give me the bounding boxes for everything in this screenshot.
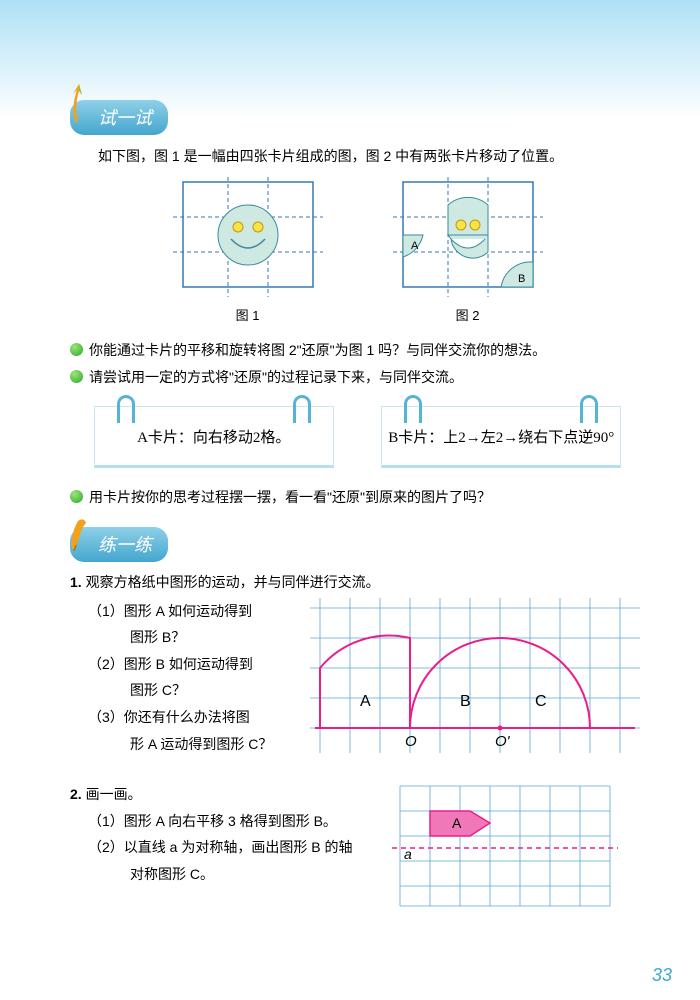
section1-badge: 试一试 [70,100,168,135]
fig2-caption: 图 2 [393,305,543,324]
svg-text:B: B [518,273,525,285]
bullet3-text: 用卡片按你的思考过程摆一摆，看一看"还原"到原来的图片了吗？ [89,486,491,508]
section2-badge: 练一练 [70,527,168,562]
figure-2: A B 图 2 [393,177,543,324]
q1-1: （1）图形 A 如何运动得到 [88,598,290,625]
ex2-diagram: A a [390,781,645,914]
ex2-num: 2. [70,786,86,802]
svg-text:A: A [360,693,371,710]
svg-text:a: a [404,846,412,862]
bullet-1: 你能通过卡片的平移和旋转将图 2"还原"为图 1 吗？与同伴交流你的想法。 [70,339,645,361]
clip-icon [404,395,422,423]
q2-1: （1）图形 A 向右平移 3 格得到图形 B。 [70,808,360,835]
q1-1b: 图形 B？ [88,624,290,651]
ex2-text: 画一画。 [86,786,142,802]
ex1-num: 1. [70,574,86,590]
ex1-diagram: A B C O O' [310,598,645,758]
note-card-a: A卡片：向右移动2格。 [94,406,334,468]
green-dot-icon [70,370,83,383]
svg-text:O': O' [495,733,511,750]
q1-3b: 形 A 运动得到图形 C？ [88,731,290,758]
clip-icon [117,395,135,423]
fig1-caption: 图 1 [173,305,323,324]
green-dot-icon [70,343,83,356]
q2-2: （2）以直线 a 为对称轴，画出图形 B 的轴 [70,834,360,861]
note-b-text: B卡片：上2→左2→绕右下点逆90° [388,426,614,447]
svg-text:B: B [460,693,471,710]
svg-text:C: C [535,693,547,710]
section1-header: 试一试 [70,100,645,135]
bullet1-text: 你能通过卡片的平移和旋转将图 2"还原"为图 1 吗？与同伴交流你的想法。 [89,339,546,361]
arrow-up-icon [65,82,93,124]
figures-row: 图 1 A B 图 2 [70,177,645,324]
exercise-2: 2. 画一画。 （1）图形 A 向右平移 3 格得到图形 B。 （2）以直线 a… [70,781,645,914]
section2-header: 练一练 [70,527,645,562]
ex1-text: 观察方格纸中图形的运动，并与同伴进行交流。 [86,574,380,590]
q1-3: （3）你还有什么办法将图 [88,704,290,731]
clip-icon [580,395,598,423]
sec1-intro: 如下图，图 1 是一幅由四张卡片组成的图，图 2 中有两张卡片移动了位置。 [70,145,645,167]
notes-row: A卡片：向右移动2格。 B卡片：上2→左2→绕右下点逆90° [70,406,645,468]
section1-title: 试一试 [98,108,152,128]
bullet2-text: 请尝试用一定的方式将"还原"的过程记录下来，与同伴交流。 [89,366,463,388]
note-card-b: B卡片：上2→左2→绕右下点逆90° [381,406,621,468]
ex1-questions: （1）图形 A 如何运动得到 图形 B？ （2）图形 B 如何运动得到 图形 C… [70,598,290,758]
feather-icon [68,515,92,551]
page-number: 33 [652,965,672,986]
exercise-1: 1. 观察方格纸中图形的运动，并与同伴进行交流。 （1）图形 A 如何运动得到 … [70,572,645,758]
ex2-questions: 2. 画一画。 （1）图形 A 向右平移 3 格得到图形 B。 （2）以直线 a… [70,781,360,914]
bullet-3: 用卡片按你的思考过程摆一摆，看一看"还原"到原来的图片了吗？ [70,486,645,508]
section2-title: 练一练 [98,535,152,555]
clip-icon [293,395,311,423]
note-a-text: A卡片：向右移动2格。 [137,426,290,447]
svg-text:O: O [405,733,417,750]
q1-2b: 图形 C？ [88,677,290,704]
q1-2: （2）图形 B 如何运动得到 [88,651,290,678]
svg-text:A: A [452,815,462,831]
svg-text:A: A [411,240,419,252]
bullet-2: 请尝试用一定的方式将"还原"的过程记录下来，与同伴交流。 [70,366,645,388]
green-dot-icon [70,490,83,503]
figure-1: 图 1 [173,177,323,324]
q2-2b: 对称图形 C。 [70,861,360,888]
